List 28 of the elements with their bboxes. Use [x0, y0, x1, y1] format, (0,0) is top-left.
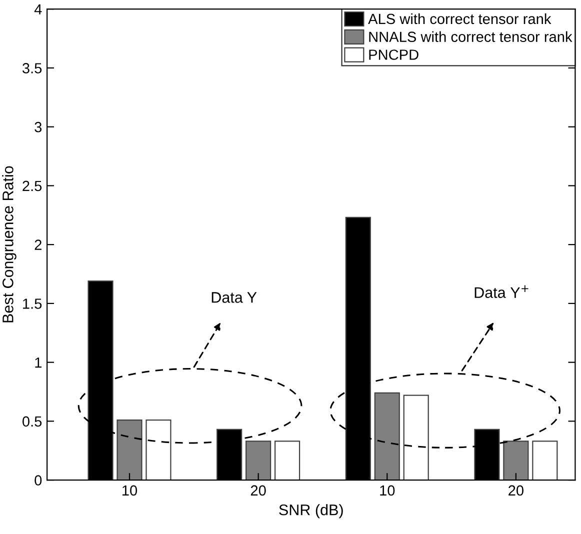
annotation: Data Y$^{+}$: [474, 285, 528, 298]
bar: [246, 440, 272, 480]
y-tick-label: 4: [34, 4, 42, 14]
y-tick-label: 2: [34, 240, 42, 250]
y-tick-label: 3.5: [22, 63, 42, 74]
bar: [116, 419, 142, 480]
y-tick-label: 1: [35, 358, 42, 368]
legend-label: ALS with correct tensor rank: [368, 13, 552, 24]
bar: [374, 392, 400, 480]
legend-label: NNALS with correct tensor rank: [369, 31, 572, 42]
y-tick-label: 0: [34, 475, 42, 486]
x-axis-title: SNR (dB): [279, 504, 343, 518]
y-tick-label: 0.5: [22, 416, 42, 427]
y-axis-title: Best Congruence Ratio: [2, 166, 16, 322]
bar: [146, 419, 172, 480]
y-tick-label: 1.5: [23, 298, 42, 309]
y-tick-label: 2.5: [22, 180, 42, 192]
bar: [403, 394, 429, 480]
x-tick-label: 10: [122, 485, 138, 496]
annotation: Data Y: [212, 292, 257, 303]
x-tick-label: 20: [250, 485, 266, 496]
y-tick-label: 3: [34, 122, 42, 132]
bar: [532, 440, 558, 480]
x-tick-label: 10: [380, 485, 395, 496]
bar: [503, 440, 529, 480]
legend-label: PNCPD: [369, 50, 418, 60]
bar: [274, 440, 300, 480]
x-tick-label: 20: [508, 485, 524, 496]
